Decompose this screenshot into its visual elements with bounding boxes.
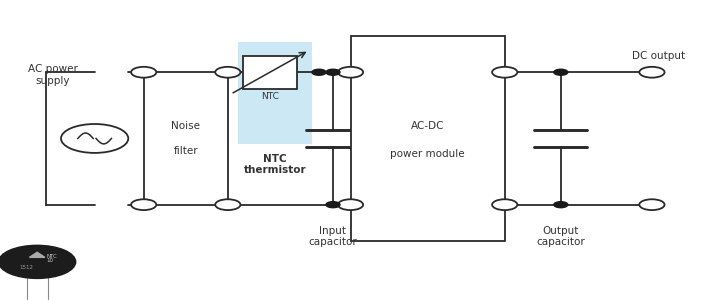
Text: NTC
thermistor: NTC thermistor (244, 154, 306, 175)
FancyBboxPatch shape (238, 42, 312, 144)
Text: Input
capacitor: Input capacitor (308, 226, 358, 247)
Circle shape (326, 69, 340, 75)
Text: power module: power module (390, 148, 465, 159)
Circle shape (131, 67, 156, 78)
Text: 10: 10 (46, 258, 53, 262)
Text: Output
capacitor: Output capacitor (536, 226, 585, 247)
Circle shape (338, 199, 363, 210)
Circle shape (639, 67, 665, 78)
Text: AC-DC: AC-DC (411, 121, 444, 132)
Circle shape (554, 202, 568, 208)
Circle shape (492, 67, 517, 78)
Circle shape (639, 199, 665, 210)
Circle shape (492, 199, 517, 210)
Circle shape (215, 199, 240, 210)
Circle shape (0, 245, 76, 278)
Text: DC output: DC output (632, 51, 686, 61)
FancyBboxPatch shape (243, 56, 297, 89)
Text: NTC: NTC (46, 254, 57, 259)
Text: Noise: Noise (171, 121, 200, 132)
Text: 1512: 1512 (20, 265, 34, 270)
Circle shape (61, 124, 128, 153)
Circle shape (312, 69, 326, 75)
Circle shape (326, 202, 340, 208)
Text: AC power
supply: AC power supply (27, 64, 78, 86)
Circle shape (131, 199, 156, 210)
Text: filter: filter (173, 145, 198, 156)
FancyBboxPatch shape (144, 72, 228, 205)
Circle shape (554, 69, 568, 75)
Circle shape (338, 67, 363, 78)
Text: NTC: NTC (261, 92, 279, 101)
Polygon shape (29, 252, 45, 257)
FancyBboxPatch shape (350, 36, 505, 241)
Circle shape (215, 67, 240, 78)
